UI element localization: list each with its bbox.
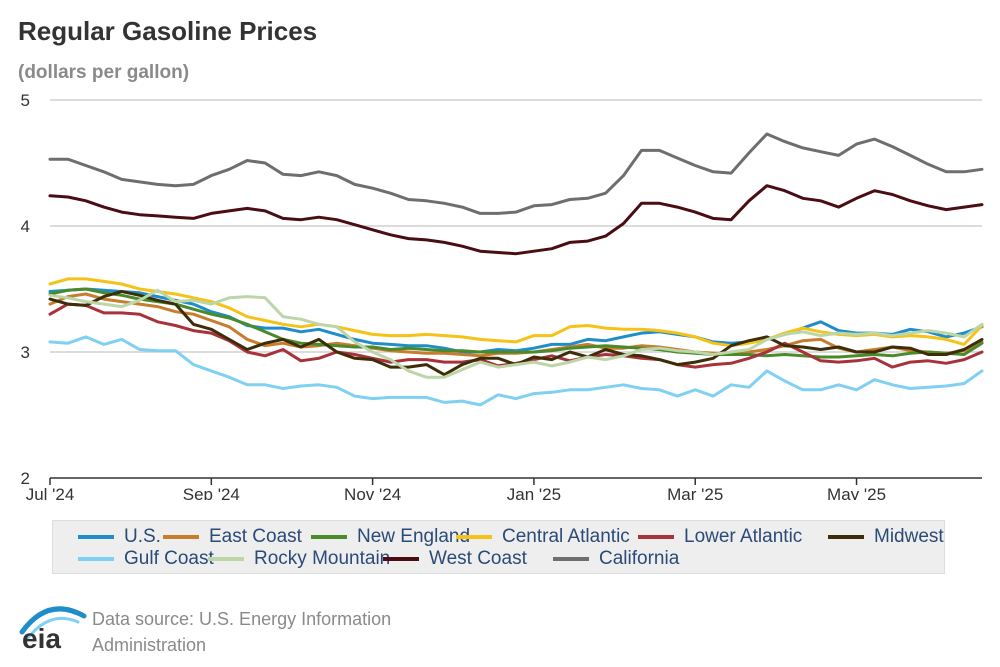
legend: U.S. East Coast New England Central Atlanti… (52, 520, 945, 574)
legend-label: Central Atlantic (502, 526, 630, 547)
legend-item: New England (311, 526, 470, 548)
legend-label: West Coast (429, 548, 527, 569)
legend-item: U.S. (78, 526, 161, 548)
legend-item: Midwest (828, 526, 944, 548)
axes: 2 3 4 5 Jul '24 Sep '24 Nov '24 Jan '25 Mar '25 M… (21, 91, 887, 500)
legend-swatch (208, 557, 244, 561)
legend-label: Rocky Mountain (254, 548, 391, 569)
x-tick-label: Mar '25 (667, 485, 723, 500)
legend-label: U.S. (124, 526, 161, 547)
series-lines (48, 132, 984, 407)
legend-label: Lower Atlantic (684, 526, 803, 547)
x-tick-label: May '25 (827, 485, 886, 500)
legend-label: East Coast (209, 526, 302, 547)
legend-item: West Coast (383, 548, 527, 570)
chart-subtitle: (dollars per gallon) (18, 62, 190, 83)
legend-item: Gulf Coast (78, 548, 214, 570)
legend-swatch (78, 557, 114, 561)
line-chart: 2 3 4 5 Jul '24 Sep '24 Nov '24 Jan '25 Mar '25 M… (21, 91, 984, 500)
y-tick-label: 3 (21, 343, 30, 362)
legend-swatch (78, 535, 114, 539)
eia-logo: eia (18, 602, 88, 657)
gridlines (50, 99, 982, 479)
legend-swatch (828, 535, 864, 539)
data-source: Data source: U.S. Energy Information Adm… (92, 609, 392, 655)
legend-label: New England (357, 526, 471, 547)
y-tick-label: 5 (21, 91, 30, 110)
legend-item: Lower Atlantic (638, 526, 802, 548)
legend-label: California (599, 548, 680, 569)
x-tick-label: Sep '24 (183, 485, 240, 500)
legend-swatch (311, 535, 347, 539)
chart-title: Regular Gasoline Prices (18, 16, 318, 46)
legend-swatch (553, 557, 589, 561)
series-line-rocky-mountain (48, 288, 984, 379)
legend-item: Central Atlantic (456, 526, 630, 548)
x-tick-label: Jul '24 (26, 485, 75, 500)
legend-label: Midwest (874, 526, 944, 547)
series-line-gulf-coast (48, 335, 984, 407)
series-line-west-coast (48, 184, 984, 256)
y-tick-label: 2 (21, 469, 30, 488)
series-line-central-atlantic (48, 277, 984, 348)
logo-text: eia (22, 623, 61, 652)
legend-swatch (163, 535, 199, 539)
legend-item: East Coast (163, 526, 302, 548)
series-line-california (48, 132, 984, 215)
legend-swatch (638, 535, 674, 539)
series-line-new-england (48, 287, 984, 359)
x-tick-label: Nov '24 (344, 485, 401, 500)
legend-swatch (456, 535, 492, 539)
legend-item: Rocky Mountain (208, 548, 390, 570)
legend-item: California (553, 548, 679, 570)
x-tick-label: Jan '25 (507, 485, 561, 500)
legend-label: Gulf Coast (124, 548, 214, 569)
y-tick-label: 4 (21, 217, 30, 236)
legend-swatch (383, 557, 419, 561)
